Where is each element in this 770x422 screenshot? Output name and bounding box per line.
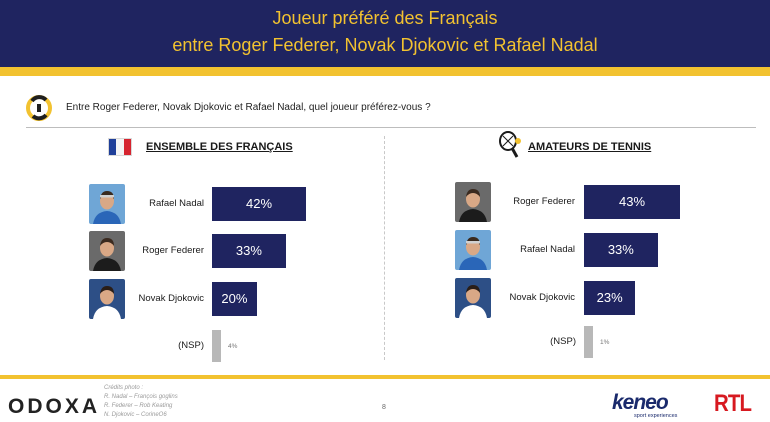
page-title-line1: Joueur préféré des Français xyxy=(272,8,498,28)
question-row: Entre Roger Federer, Novak Djokovic et R… xyxy=(26,88,756,128)
keneo-logo: keneo sport experiences xyxy=(612,391,702,421)
panel-divider xyxy=(384,136,385,360)
question-underline xyxy=(26,127,756,128)
player-photo xyxy=(89,231,125,271)
category-label: (NSP) xyxy=(178,340,204,351)
keneo-logo-subtitle: sport experiences xyxy=(634,413,678,419)
page-title-line2: entre Roger Federer, Novak Djokovic et R… xyxy=(172,35,598,55)
question-text: Entre Roger Federer, Novak Djokovic et R… xyxy=(66,102,431,113)
category-label: Roger Federer xyxy=(142,245,204,256)
player-photo xyxy=(455,182,491,222)
bar-value-label: 33% xyxy=(607,242,634,257)
category-label: Rafael Nadal xyxy=(520,244,575,255)
bar xyxy=(212,234,286,268)
category-label: Novak Djokovic xyxy=(509,292,575,303)
bar-nsp xyxy=(212,330,221,362)
bar xyxy=(584,281,636,315)
tennis-racket-icon xyxy=(499,131,521,158)
bar-value-label: 1% xyxy=(600,339,610,346)
page-number: 8 xyxy=(382,404,386,411)
bar-value-label: 43% xyxy=(618,194,646,209)
credits-line: R. Federer – Rob Keating xyxy=(104,403,173,409)
odoxa-question-logo-icon xyxy=(26,95,52,121)
player-photo xyxy=(89,279,125,319)
bar-value-label: 42% xyxy=(245,196,273,211)
photo-credits: Crédits photo : R. Nadal – François gogl… xyxy=(104,384,178,420)
bar-value-label: 4% xyxy=(228,343,238,350)
category-label: (NSP) xyxy=(550,336,576,347)
bar xyxy=(212,282,257,316)
panel-title-ensemble: ENSEMBLE DES FRANÇAIS xyxy=(146,141,293,153)
player-photo xyxy=(455,230,491,270)
credits-line: N. Djokovic – CorineO6 xyxy=(104,412,167,418)
credits-line: R. Nadal – François goglins xyxy=(104,394,178,400)
bar-value-label: 23% xyxy=(596,290,623,305)
rtl-logo: RTL xyxy=(714,390,752,417)
french-flag-icon xyxy=(108,138,132,156)
category-label: Roger Federer xyxy=(513,196,575,207)
panel-title-amateurs: AMATEURS DE TENNIS xyxy=(528,141,652,153)
bar-nsp xyxy=(584,326,593,358)
category-label: Rafael Nadal xyxy=(149,198,204,209)
footer-gold-band xyxy=(0,375,770,379)
credits-line: Crédits photo : xyxy=(104,385,144,391)
bar xyxy=(212,187,306,221)
bar xyxy=(584,233,658,267)
category-label: Novak Djokovic xyxy=(138,293,204,304)
bar-value-label: 33% xyxy=(235,243,262,258)
odoxa-logo: ODOXA xyxy=(8,395,101,418)
bar-value-label: 20% xyxy=(221,291,248,306)
header-banner: Joueur préféré des Français entre Roger … xyxy=(0,0,770,67)
bar xyxy=(584,185,680,219)
player-photo xyxy=(89,184,125,224)
player-photo xyxy=(455,278,491,318)
header-gold-band xyxy=(0,67,770,76)
keneo-logo-text: keneo xyxy=(612,391,669,414)
